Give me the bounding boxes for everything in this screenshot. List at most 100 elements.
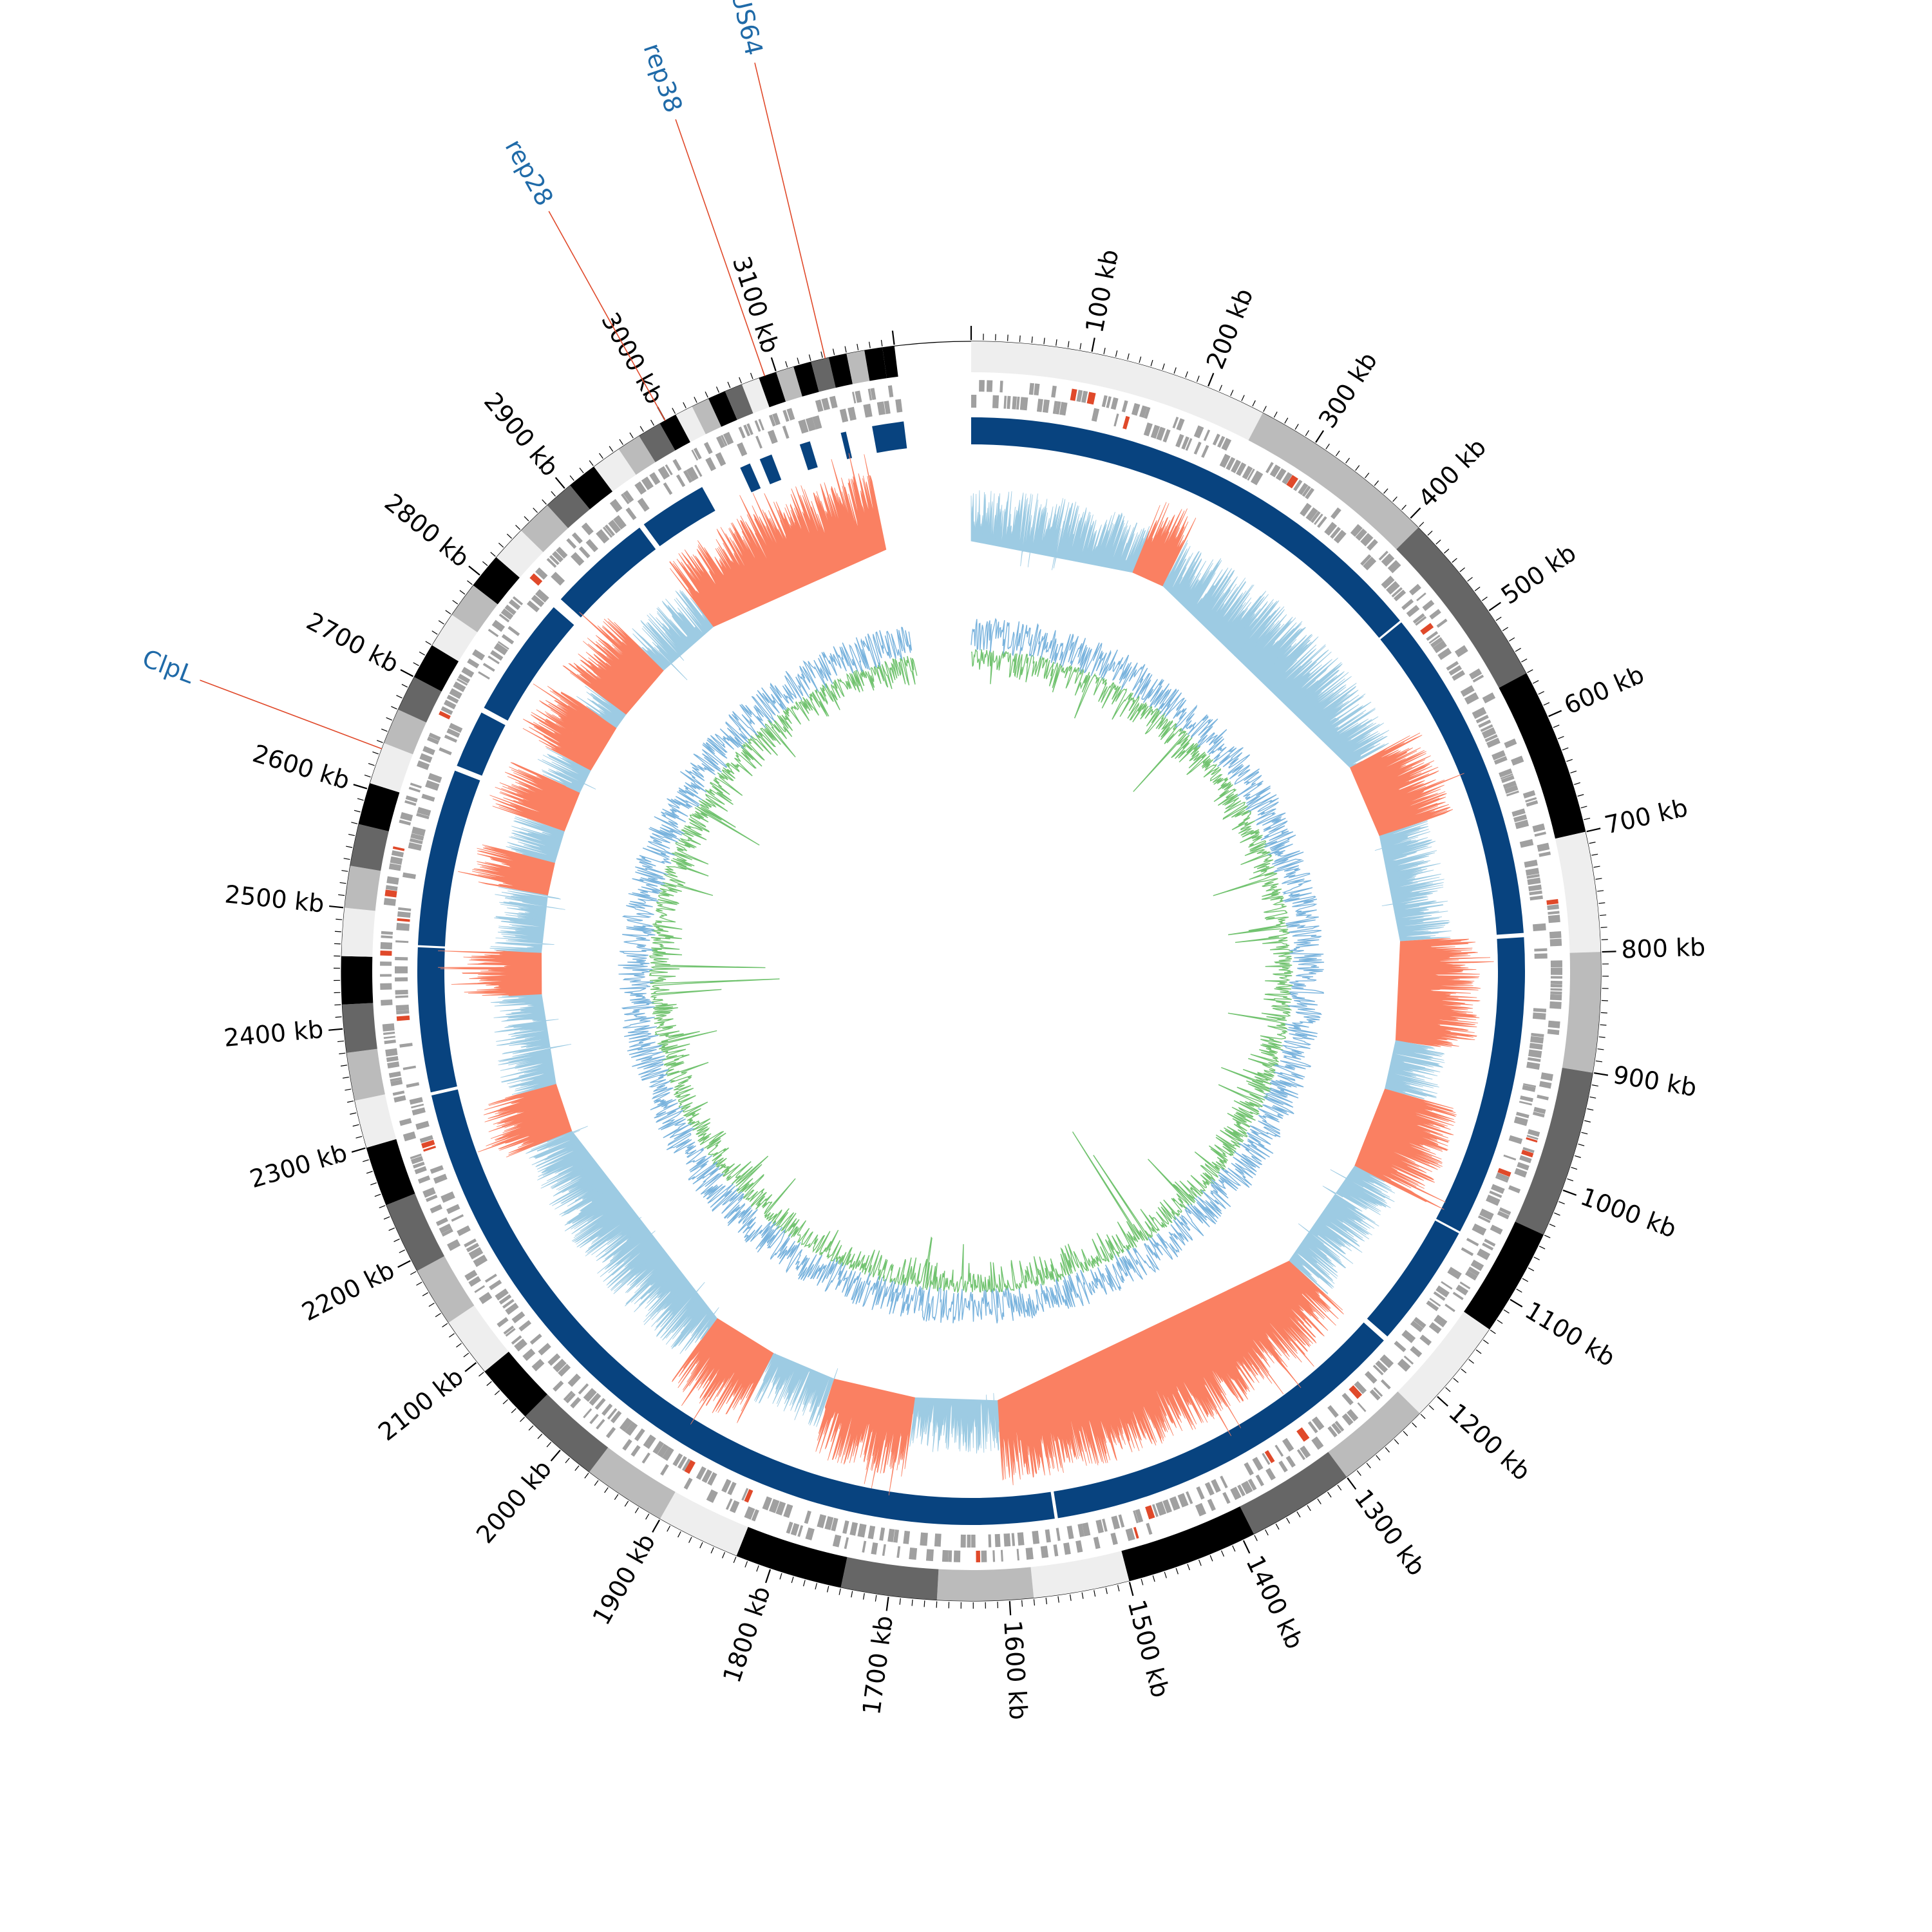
gene-feature [439,710,451,720]
gene-feature [1549,931,1562,939]
minor-tick [739,377,742,384]
gene-feature [703,442,713,455]
annotation-leader [548,211,666,421]
gene-feature [1472,674,1484,683]
minor-tick [537,1434,543,1439]
gene-feature [1526,874,1540,879]
gene-feature [641,1452,650,1464]
minor-tick [364,774,371,778]
minor-tick [335,1016,342,1018]
minor-tick [1571,1166,1578,1170]
gene-feature [1347,1409,1359,1422]
tick-label: 400 kb [1413,433,1492,513]
gene-feature [775,1501,786,1516]
gene-feature [1519,838,1534,848]
gene-feature [1397,1358,1411,1372]
gene-feature [887,1528,895,1542]
gene-feature [1470,1259,1484,1271]
gene-feature [725,1498,733,1510]
gene-feature [1131,402,1141,416]
contig-segment [828,354,853,388]
gene-feature [552,551,564,563]
gene-feature [458,674,471,684]
gene-feature [556,546,568,559]
gene-feature [1526,1137,1538,1143]
minor-tick [1589,842,1596,844]
minor-tick [1294,424,1299,430]
gene-feature [677,1455,687,1469]
minor-tick [1220,1550,1225,1557]
contig-segment [1515,1067,1593,1235]
gene-feature [925,1549,934,1562]
minor-tick [339,1052,346,1055]
gene-feature [472,649,486,661]
gene-feature [425,1194,438,1202]
minor-tick [1549,1224,1556,1227]
blast-hit [1436,937,1525,1232]
gene-feature [399,1118,412,1126]
gene-feature [1387,560,1401,574]
gene-feature [691,450,699,461]
minor-tick [1403,1430,1408,1436]
minor-tick [1427,530,1433,536]
minor-tick [334,931,341,933]
gene-feature [1111,1515,1121,1530]
tick-label: 1400 kb [1240,1551,1309,1654]
gene-feature [1534,953,1548,959]
gene-feature [546,558,557,568]
gene-feature [1527,1129,1540,1137]
gene-feature [473,1255,488,1267]
gene-feature [1548,914,1560,923]
minor-tick [1600,927,1607,928]
gene-feature [497,1317,509,1328]
gene-feature [971,1534,976,1548]
gene-feature [1354,1381,1367,1394]
minor-tick [419,651,426,656]
gene-feature [1221,437,1232,451]
minor-tick [354,810,361,813]
gc-content-line-blue [618,618,1325,1323]
minor-tick [456,1343,462,1348]
minor-tick [357,798,364,801]
gene-feature [1298,482,1309,495]
gc-skew-negative [1384,1040,1445,1100]
minor-tick [1593,866,1600,868]
gene-feature [1532,1112,1545,1118]
minor-tick [1468,1359,1474,1364]
major-tick [1488,601,1501,611]
gene-feature [391,850,404,858]
gene-feature [1549,1001,1562,1009]
minor-tick [1241,395,1245,401]
gene-feature [895,399,903,413]
minor-tick [826,1586,829,1593]
contig-segment [473,557,520,605]
gene-feature [422,1187,436,1198]
gene-feature [395,966,408,974]
gene-feature [1549,938,1562,947]
minor-tick [1152,1575,1155,1582]
gene-feature [641,477,654,491]
minor-tick [797,357,800,365]
minor-tick [1474,587,1481,592]
gene-feature [844,1537,849,1549]
gene-feature [1533,1106,1546,1114]
gene-feature [1211,1479,1221,1493]
annotation-label: ClpL [138,644,198,689]
gene-feature [594,1397,606,1410]
gene-feature [388,863,402,871]
gene-feature [1036,399,1043,412]
contig-segment [398,677,442,723]
contig-segment [742,378,770,413]
gene-feature [410,782,422,789]
gene-feature [387,1061,400,1069]
gene-feature [1531,1032,1544,1037]
blast-hit [840,431,853,459]
gene-feature [1375,1360,1388,1373]
gene-feature [1341,1392,1354,1406]
gene-feature [1533,1008,1547,1013]
tick-label: 1100 kb [1520,1296,1620,1372]
gene-feature [578,1383,589,1395]
gene-feature [1367,539,1378,551]
gene-feature [390,856,403,865]
gene-feature [608,520,621,534]
